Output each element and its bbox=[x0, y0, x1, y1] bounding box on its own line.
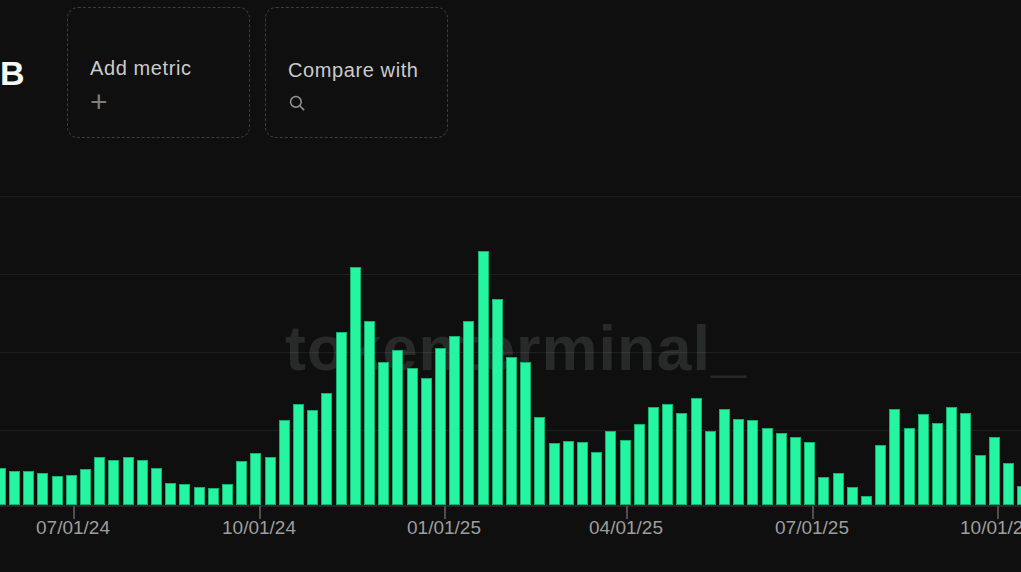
x-axis-tick-label: 10/01/25 bbox=[960, 517, 1021, 539]
bar[interactable] bbox=[179, 484, 190, 505]
bar[interactable] bbox=[1017, 486, 1021, 505]
bar[interactable] bbox=[364, 321, 375, 505]
bar[interactable] bbox=[378, 362, 389, 505]
bar[interactable] bbox=[747, 420, 758, 505]
bar[interactable] bbox=[23, 471, 34, 505]
bar[interactable] bbox=[307, 410, 318, 505]
bar[interactable] bbox=[776, 433, 787, 505]
bar[interactable] bbox=[80, 469, 91, 505]
bar[interactable] bbox=[591, 452, 602, 505]
bar[interactable] bbox=[847, 487, 858, 505]
bar[interactable] bbox=[463, 321, 474, 505]
bar[interactable] bbox=[0, 468, 6, 505]
bar-chart: tokenterminal_ 07/01/2410/01/2401/01/250… bbox=[0, 0, 1021, 572]
x-axis-tick-label: 07/01/24 bbox=[36, 517, 110, 539]
bar[interactable] bbox=[108, 460, 119, 505]
bar[interactable] bbox=[520, 362, 531, 505]
bar[interactable] bbox=[66, 475, 77, 505]
bar[interactable] bbox=[279, 420, 290, 505]
bar[interactable] bbox=[804, 442, 815, 505]
bar[interactable] bbox=[1003, 463, 1014, 505]
bar[interactable] bbox=[889, 409, 900, 505]
bar[interactable] bbox=[435, 348, 446, 505]
bar[interactable] bbox=[790, 437, 801, 505]
bar[interactable] bbox=[492, 299, 503, 505]
bar[interactable] bbox=[577, 442, 588, 505]
bar[interactable] bbox=[265, 457, 276, 505]
bar[interactable] bbox=[350, 267, 361, 505]
bar[interactable] bbox=[250, 453, 261, 505]
bar[interactable] bbox=[946, 407, 957, 505]
x-axis-line bbox=[0, 505, 1021, 507]
app-screen: B Add metric + Compare with tokentermina… bbox=[0, 0, 1021, 572]
bar[interactable] bbox=[691, 398, 702, 505]
gridline bbox=[0, 352, 1021, 353]
bar[interactable] bbox=[478, 251, 489, 505]
bar[interactable] bbox=[336, 332, 347, 505]
bar[interactable] bbox=[165, 483, 176, 505]
bar[interactable] bbox=[407, 368, 418, 505]
bar[interactable] bbox=[37, 473, 48, 505]
bar[interactable] bbox=[975, 455, 986, 505]
gridline bbox=[0, 196, 1021, 197]
bar[interactable] bbox=[676, 413, 687, 505]
x-axis-tick-label: 01/01/25 bbox=[407, 517, 481, 539]
bar[interactable] bbox=[705, 431, 716, 505]
bar[interactable] bbox=[861, 496, 872, 505]
bar[interactable] bbox=[293, 404, 304, 505]
bar[interactable] bbox=[733, 419, 744, 505]
bar[interactable] bbox=[563, 441, 574, 505]
gridline bbox=[0, 274, 1021, 275]
bar[interactable] bbox=[605, 431, 616, 505]
bar[interactable] bbox=[904, 428, 915, 505]
bar[interactable] bbox=[875, 445, 886, 505]
bar[interactable] bbox=[818, 477, 829, 505]
bar[interactable] bbox=[662, 404, 673, 505]
bar[interactable] bbox=[989, 437, 1000, 505]
bar[interactable] bbox=[762, 428, 773, 505]
bar[interactable] bbox=[449, 336, 460, 505]
bar[interactable] bbox=[421, 378, 432, 505]
bar[interactable] bbox=[620, 440, 631, 505]
bar[interactable] bbox=[194, 487, 205, 505]
bar[interactable] bbox=[123, 457, 134, 505]
bar[interactable] bbox=[392, 350, 403, 505]
bar[interactable] bbox=[137, 460, 148, 505]
bar[interactable] bbox=[151, 468, 162, 505]
bar[interactable] bbox=[236, 461, 247, 505]
bar[interactable] bbox=[506, 357, 517, 505]
bar[interactable] bbox=[648, 407, 659, 505]
bar[interactable] bbox=[833, 473, 844, 505]
bar[interactable] bbox=[94, 457, 105, 505]
bar[interactable] bbox=[208, 488, 219, 505]
bar[interactable] bbox=[549, 443, 560, 505]
x-axis-tick-label: 10/01/24 bbox=[222, 517, 296, 539]
bar[interactable] bbox=[719, 409, 730, 505]
bar[interactable] bbox=[321, 393, 332, 505]
x-axis-tick-label: 07/01/25 bbox=[775, 517, 849, 539]
x-axis-tick-label: 04/01/25 bbox=[589, 517, 663, 539]
bar[interactable] bbox=[960, 413, 971, 505]
bar[interactable] bbox=[52, 476, 63, 505]
bar[interactable] bbox=[918, 414, 929, 505]
bar[interactable] bbox=[9, 471, 20, 505]
bar[interactable] bbox=[634, 424, 645, 505]
bar[interactable] bbox=[932, 423, 943, 505]
bar[interactable] bbox=[222, 484, 233, 505]
bar[interactable] bbox=[534, 417, 545, 505]
